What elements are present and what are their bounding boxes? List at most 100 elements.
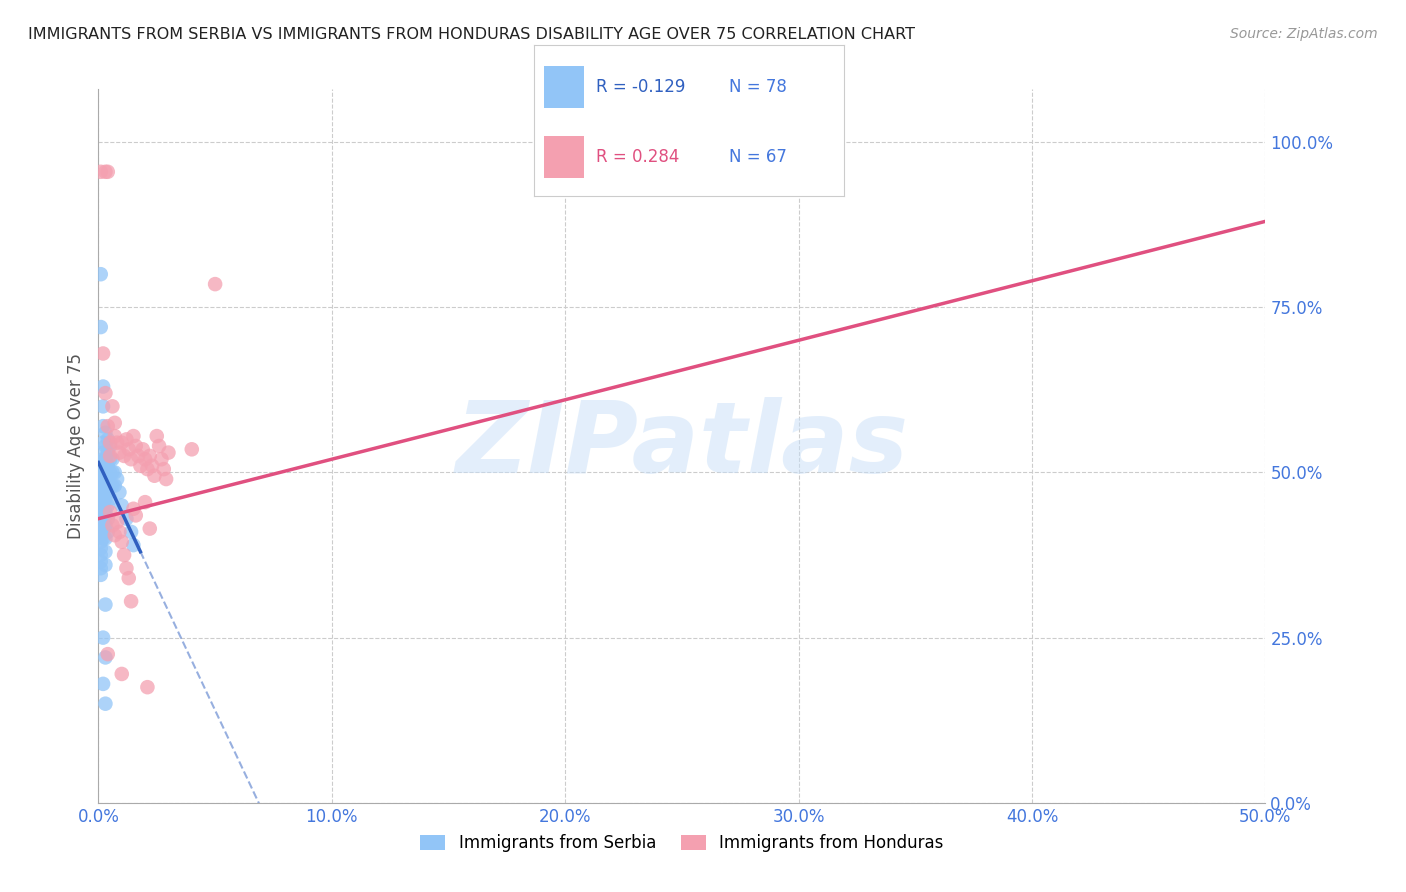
Point: [94, 386, 117, 401]
Point: [91, 499, 114, 513]
Point: [91, 511, 114, 525]
Point: [94, 439, 117, 453]
Point: [125, 508, 148, 523]
Point: [101, 478, 124, 492]
Point: [90, 320, 112, 334]
Point: [129, 458, 152, 473]
Point: [155, 472, 177, 486]
Point: [152, 462, 174, 476]
Point: [108, 445, 131, 459]
Point: [148, 439, 170, 453]
Point: [98, 439, 121, 453]
Point: [98, 452, 121, 467]
Point: [94, 491, 117, 506]
Point: [143, 468, 166, 483]
Point: [90, 541, 112, 556]
Point: [91, 419, 114, 434]
Point: [122, 501, 145, 516]
Point: [111, 667, 134, 681]
Point: [157, 445, 180, 459]
Point: [112, 548, 135, 562]
Point: [136, 462, 159, 476]
Point: [94, 165, 117, 179]
Point: [127, 449, 149, 463]
Point: [97, 647, 120, 661]
Point: [118, 442, 141, 457]
Text: N = 67: N = 67: [730, 148, 787, 166]
Point: [90, 567, 112, 582]
Point: [115, 561, 138, 575]
Point: [111, 534, 134, 549]
Point: [90, 165, 112, 179]
Point: [104, 416, 127, 430]
Point: [97, 499, 120, 513]
Point: [91, 491, 114, 506]
Text: R = 0.284: R = 0.284: [596, 148, 679, 166]
Text: R = -0.129: R = -0.129: [596, 78, 686, 96]
Point: [91, 400, 114, 414]
Point: [115, 511, 138, 525]
Point: [94, 532, 117, 546]
Point: [134, 452, 156, 467]
Point: [90, 534, 112, 549]
Point: [97, 165, 120, 179]
Point: [90, 466, 112, 480]
Point: [104, 466, 127, 480]
Point: [97, 485, 120, 500]
Point: [98, 435, 121, 450]
Point: [90, 489, 112, 503]
Point: [136, 680, 159, 694]
Point: [97, 511, 120, 525]
Point: [91, 485, 114, 500]
Point: [120, 524, 142, 539]
Legend: Immigrants from Serbia, Immigrants from Honduras: Immigrants from Serbia, Immigrants from …: [413, 828, 950, 859]
Point: [91, 505, 114, 519]
Text: IMMIGRANTS FROM SERBIA VS IMMIGRANTS FROM HONDURAS DISABILITY AGE OVER 75 CORREL: IMMIGRANTS FROM SERBIA VS IMMIGRANTS FRO…: [28, 27, 915, 42]
Point: [118, 571, 141, 585]
Point: [104, 429, 127, 443]
Point: [105, 472, 128, 486]
Point: [91, 524, 114, 539]
Point: [122, 429, 145, 443]
Point: [97, 458, 120, 473]
Point: [91, 478, 114, 492]
Point: [90, 522, 112, 536]
Point: [90, 548, 112, 562]
Point: [97, 445, 120, 459]
Point: [94, 518, 117, 533]
Point: [139, 522, 162, 536]
Point: [90, 561, 112, 575]
Point: [98, 505, 121, 519]
Point: [94, 598, 117, 612]
Point: [94, 425, 117, 440]
Point: [120, 594, 142, 608]
Point: [101, 452, 124, 467]
Point: [90, 555, 112, 569]
Point: [90, 475, 112, 490]
Text: N = 78: N = 78: [730, 78, 787, 96]
Point: [105, 515, 128, 529]
Point: [91, 452, 114, 467]
Point: [98, 491, 121, 506]
Point: [101, 400, 124, 414]
Point: [91, 631, 114, 645]
Point: [94, 505, 117, 519]
Text: Source: ZipAtlas.com: Source: ZipAtlas.com: [1230, 27, 1378, 41]
Point: [98, 478, 121, 492]
Point: [90, 528, 112, 542]
Point: [111, 499, 134, 513]
Point: [111, 435, 134, 450]
Point: [90, 472, 112, 486]
Point: [97, 524, 120, 539]
Bar: [544, 136, 583, 178]
Point: [141, 458, 163, 473]
Point: [91, 466, 114, 480]
Point: [91, 518, 114, 533]
Point: [204, 277, 226, 292]
Point: [90, 482, 112, 496]
Point: [150, 452, 173, 467]
Point: [180, 442, 202, 457]
Point: [91, 435, 114, 450]
Point: [91, 445, 114, 459]
Point: [94, 452, 117, 467]
